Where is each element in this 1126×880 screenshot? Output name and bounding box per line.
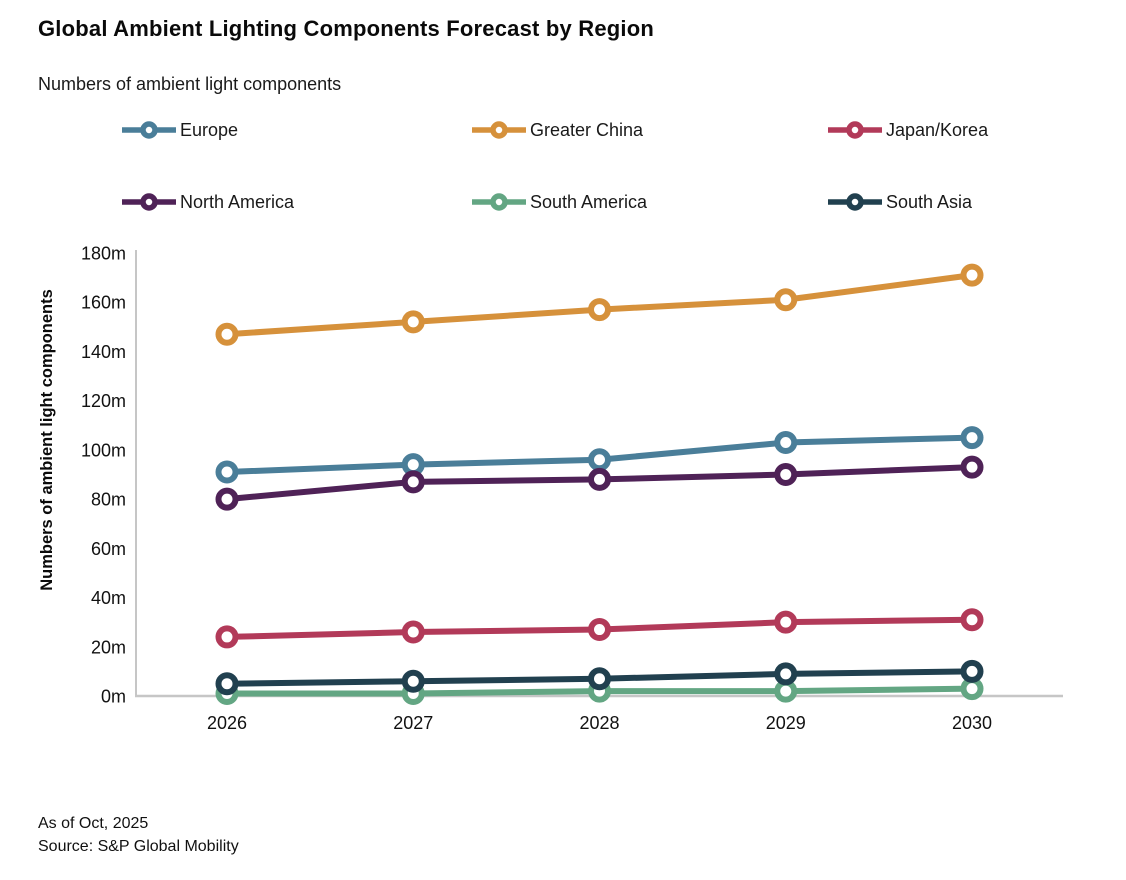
- data-point-greater-china-2028: [588, 298, 611, 322]
- y-tick-label: 140m: [81, 342, 126, 362]
- y-tick-label: 20m: [91, 637, 126, 657]
- data-point-greater-china-2029: [774, 288, 798, 312]
- x-tick-label: 2028: [579, 713, 619, 733]
- y-tick-label: 180m: [81, 244, 126, 264]
- legend-marker-icon: [828, 193, 882, 211]
- legend-item-south-asia: South Asia: [826, 184, 1100, 220]
- legend-label: Japan/Korea: [886, 119, 989, 140]
- y-tick-label: 0m: [101, 687, 126, 707]
- legend-marker-icon: [122, 193, 176, 211]
- data-point-japan-korea-2029: [774, 610, 798, 634]
- data-point-south-asia-2029: [774, 662, 798, 686]
- data-point-north-america-2026: [215, 487, 239, 511]
- legend-marker-icon: [122, 121, 176, 139]
- data-point-europe-2030: [960, 426, 984, 450]
- legend-label: South Asia: [886, 191, 973, 212]
- data-point-japan-korea-2027: [401, 620, 425, 644]
- page-title: Global Ambient Lighting Components Forec…: [38, 16, 655, 41]
- x-tick-label: 2027: [393, 713, 433, 733]
- data-point-europe-2028: [588, 448, 611, 472]
- x-tick-label: 2030: [952, 713, 992, 733]
- data-point-south-asia-2027: [401, 669, 425, 693]
- legend-item-north-america: North America: [120, 184, 470, 220]
- series-japan-korea: [215, 608, 984, 649]
- source-line: Source: S&P Global Mobility: [38, 838, 239, 855]
- chart-area: 0m 20m 40m 60m 80m 100m 120m 140m 160m 180m 2026 20…: [0, 240, 1126, 780]
- data-point-japan-korea-2030: [960, 608, 984, 632]
- chart-footnote: As of Oct, 2025 Source: S&P Global Mobil…: [38, 812, 239, 858]
- y-axis-title: Numbers of ambient light components: [38, 289, 56, 591]
- data-point-south-asia-2030: [960, 659, 984, 683]
- legend-item-japan-korea: Japan/Korea: [826, 112, 1100, 148]
- data-point-greater-china-2026: [215, 322, 239, 346]
- legend-label: South America: [530, 191, 648, 212]
- series-south-asia: [215, 659, 984, 696]
- x-tick-label: 2026: [207, 713, 247, 733]
- data-point-greater-china-2027: [401, 310, 425, 334]
- x-tick-label: 2029: [766, 713, 806, 733]
- y-tick-label: 120m: [81, 391, 126, 411]
- series-greater-china: [215, 263, 984, 346]
- data-point-north-america-2030: [960, 455, 984, 479]
- as-of-date: As of Oct, 2025: [38, 815, 149, 832]
- legend-item-south-america: South America: [470, 184, 826, 220]
- data-point-south-asia-2028: [588, 667, 611, 691]
- y-tick-label: 40m: [91, 588, 126, 608]
- y-tick-label: 80m: [91, 490, 126, 510]
- series-north-america: [215, 455, 984, 511]
- legend-marker-icon: [472, 121, 526, 139]
- data-point-north-america-2028: [588, 467, 611, 491]
- data-point-north-america-2029: [774, 463, 798, 486]
- data-point-north-america-2027: [401, 470, 425, 494]
- legend-item-greater-china: Greater China: [470, 112, 826, 148]
- legend-marker-icon: [828, 121, 882, 139]
- data-point-europe-2029: [774, 431, 798, 455]
- y-tick-label: 100m: [81, 440, 126, 460]
- y-tick-label: 160m: [81, 293, 126, 313]
- legend-label: Greater China: [530, 119, 644, 140]
- data-point-japan-korea-2026: [215, 625, 239, 649]
- chart-legend: Europe Greater China Japan/Korea North Amer…: [120, 112, 1100, 220]
- legend-label: Europe: [180, 119, 239, 140]
- legend-item-europe: Europe: [120, 112, 470, 148]
- data-point-japan-korea-2028: [588, 618, 611, 642]
- forecast-line-chart: 0m 20m 40m 60m 80m 100m 120m 140m 160m 180m 2026 20…: [38, 244, 1063, 733]
- data-point-greater-china-2030: [960, 263, 984, 287]
- data-point-europe-2026: [215, 460, 239, 484]
- legend-label: North America: [180, 191, 295, 212]
- chart-subtitle: Numbers of ambient light components: [38, 74, 342, 94]
- data-point-south-asia-2026: [215, 672, 239, 696]
- legend-marker-icon: [472, 193, 526, 211]
- y-tick-label: 60m: [91, 539, 126, 559]
- series-europe: [215, 426, 984, 484]
